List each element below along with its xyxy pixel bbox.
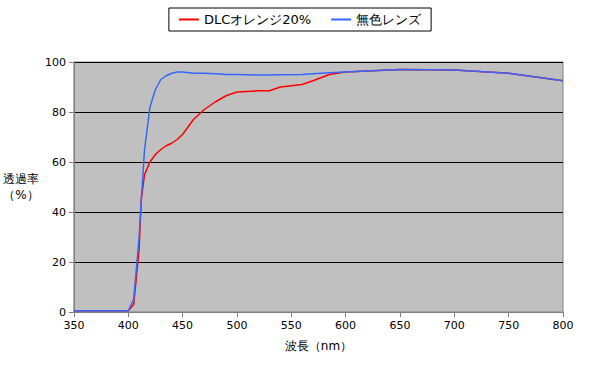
svg-text:80: 80	[52, 106, 66, 119]
svg-text:100: 100	[45, 56, 66, 69]
svg-text:（%）: （%）	[3, 188, 38, 202]
svg-text:500: 500	[226, 319, 247, 332]
svg-text:20: 20	[52, 256, 66, 269]
svg-text:透過率: 透過率	[3, 172, 39, 186]
svg-text:400: 400	[118, 319, 139, 332]
svg-text:DLCオレンジ20%: DLCオレンジ20%	[204, 12, 311, 27]
svg-text:550: 550	[281, 319, 302, 332]
svg-text:60: 60	[52, 156, 66, 169]
svg-text:800: 800	[553, 319, 574, 332]
svg-text:40: 40	[52, 206, 66, 219]
svg-text:350: 350	[63, 319, 84, 332]
svg-text:450: 450	[172, 319, 193, 332]
svg-text:750: 750	[498, 319, 519, 332]
svg-text:600: 600	[335, 319, 356, 332]
svg-text:650: 650	[389, 319, 410, 332]
svg-text:700: 700	[444, 319, 465, 332]
svg-text:波長（nm）: 波長（nm）	[285, 339, 352, 353]
svg-text:無色レンズ: 無色レンズ	[356, 12, 422, 27]
svg-text:0: 0	[59, 306, 66, 319]
